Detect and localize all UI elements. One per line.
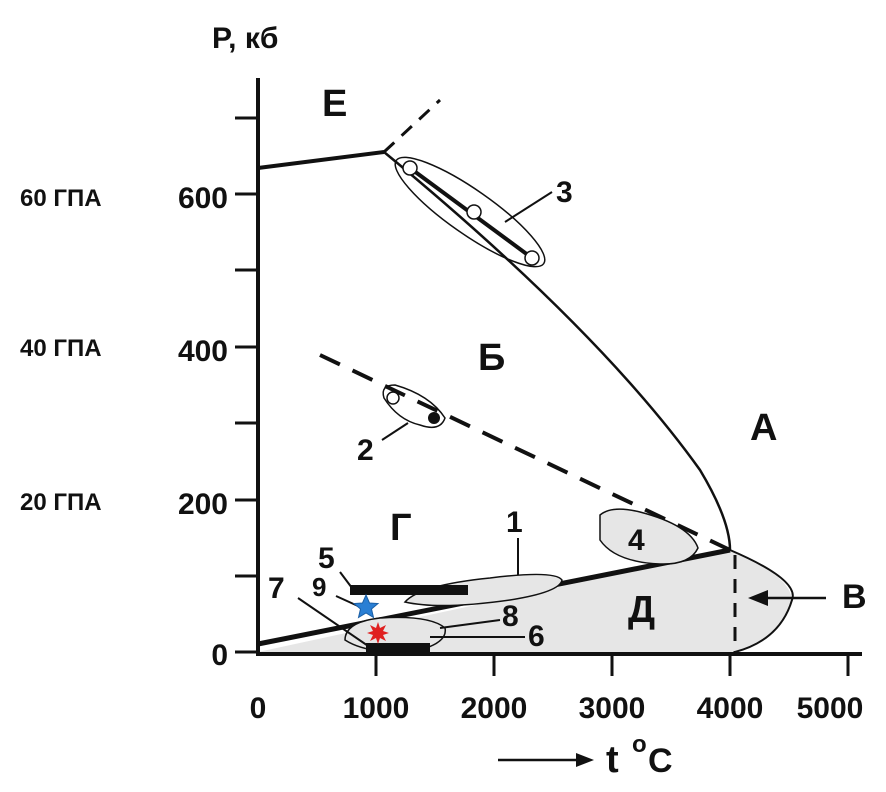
leader-7: [297, 597, 375, 651]
marker-label-8: 8: [502, 600, 519, 633]
marker-label-9: 9: [312, 572, 326, 602]
region-G: Г: [390, 507, 412, 549]
y-axis-title: P, кб: [212, 22, 278, 55]
field-3-point: [524, 250, 540, 266]
bar-7: [366, 643, 430, 652]
x-tick-label: 2000: [461, 692, 528, 725]
marker-label-5: 5: [318, 542, 335, 575]
x-tick-label: 3000: [579, 692, 646, 725]
right-arrow-icon: [748, 590, 768, 606]
x-title-arrow-head: [576, 753, 594, 767]
field-D-outline: [729, 549, 794, 653]
marker-label-7: 7: [268, 572, 285, 605]
y-tick-label: 200: [178, 488, 228, 521]
region-B: Б: [478, 337, 505, 379]
x-axis-title: t: [606, 739, 619, 781]
dashed-boundary-B-G: [319, 353, 731, 552]
region-A: А: [750, 407, 777, 449]
red-burst-icon: [367, 622, 389, 644]
field-3: [394, 156, 546, 268]
bar-5: [350, 585, 468, 595]
melting-curve: [383, 151, 732, 551]
marker-label-2: 2: [357, 434, 374, 467]
field-2-filled-point: [428, 412, 440, 424]
field-3-point: [466, 204, 482, 220]
x-tick-label: 0: [250, 692, 267, 725]
x-axis-title-sup: o: [632, 731, 647, 758]
leader-2: [381, 422, 409, 441]
region-D: Д: [628, 589, 655, 631]
boundary-E: [257, 150, 385, 170]
blue-star-icon: [352, 593, 380, 619]
region-V: В: [842, 578, 867, 616]
x-axis-title-unit: C: [648, 742, 673, 780]
gpa-label: 40 ГПА: [20, 335, 102, 362]
leader-5: [339, 571, 353, 589]
marker-label-6: 6: [528, 620, 545, 653]
x-tick-label: 4000: [697, 692, 764, 725]
marker-label-3: 3: [556, 176, 573, 209]
leader-8: [439, 619, 501, 629]
field-2-open-point: [386, 391, 400, 405]
region-E: Е: [322, 83, 347, 125]
leader-3: [504, 191, 553, 223]
boundary-E-dashed: [382, 98, 442, 154]
marker-label-4: 4: [628, 524, 645, 557]
gpa-label: 20 ГПА: [20, 489, 102, 516]
y-tick-label: 0: [211, 639, 228, 672]
y-tick-label: 400: [178, 335, 228, 368]
x-ticks: [374, 654, 850, 676]
field-3-point: [402, 160, 418, 176]
field-4: [599, 508, 699, 565]
y-tick-label: 600: [178, 182, 228, 215]
x-tick-label: 5000: [797, 692, 864, 725]
field-2: [382, 384, 446, 429]
field-1: [403, 573, 563, 607]
gpa-label: 60 ГПА: [20, 185, 102, 212]
x-tick-label: 1000: [343, 692, 410, 725]
marker-label-1: 1: [506, 506, 523, 539]
y-ticks: [235, 116, 258, 654]
